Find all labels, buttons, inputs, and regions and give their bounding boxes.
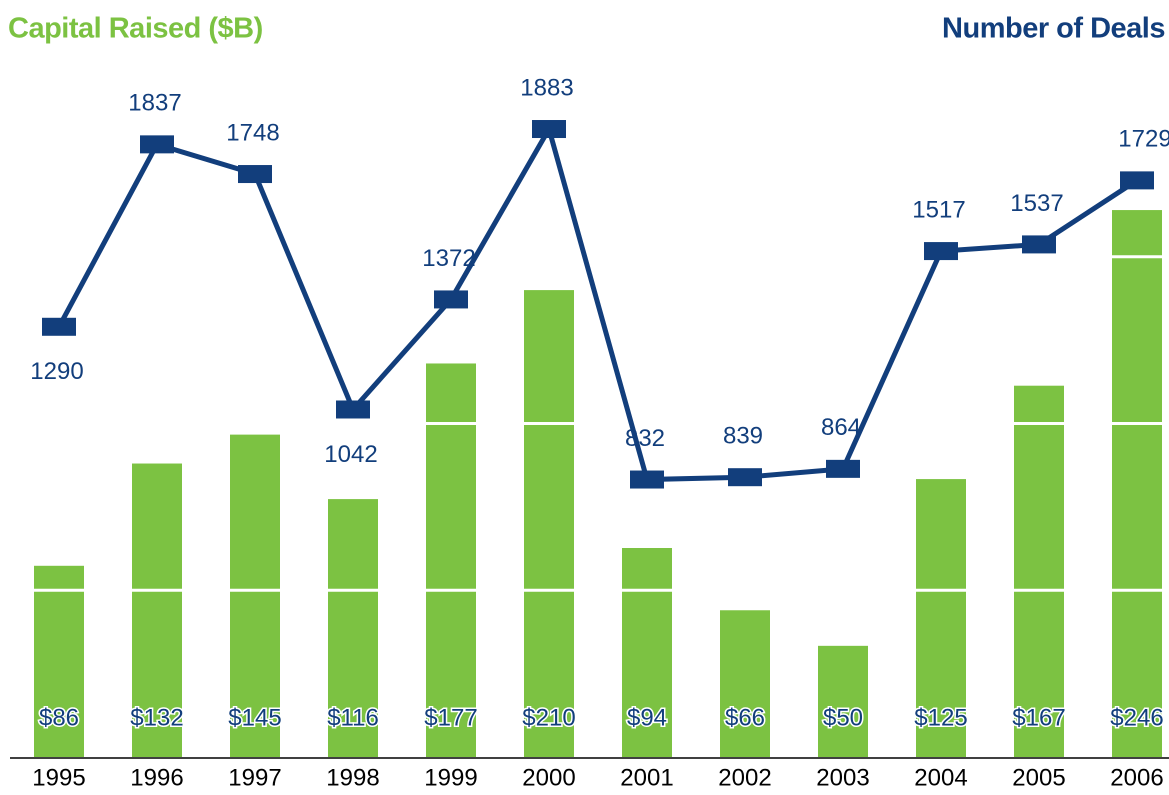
bar-label: $66 bbox=[725, 704, 765, 731]
point-label: 1883 bbox=[520, 74, 573, 101]
line-marker bbox=[434, 290, 468, 309]
x-tick-label: 2004 bbox=[914, 764, 967, 791]
point-label: 1290 bbox=[30, 358, 83, 385]
bar-label: $125 bbox=[914, 704, 967, 731]
bar-label: $50 bbox=[823, 704, 863, 731]
x-tick-label: 2006 bbox=[1110, 764, 1163, 791]
line-marker bbox=[42, 317, 76, 336]
bar-label: $145 bbox=[228, 704, 281, 731]
line-marker bbox=[826, 459, 860, 478]
point-label: 864 bbox=[821, 414, 861, 441]
bar-label: $246 bbox=[1110, 704, 1163, 731]
line-marker bbox=[336, 400, 370, 419]
line-marker bbox=[728, 468, 762, 487]
point-label: 832 bbox=[625, 425, 665, 452]
x-tick-label: 1997 bbox=[228, 764, 281, 791]
point-label: 1837 bbox=[128, 90, 181, 117]
x-tick-label: 1996 bbox=[130, 764, 183, 791]
line-marker bbox=[1120, 171, 1154, 190]
point-label: 1537 bbox=[1010, 190, 1063, 217]
point-label: 1042 bbox=[324, 441, 377, 468]
bar bbox=[1014, 385, 1064, 757]
bar-label: $132 bbox=[130, 704, 183, 731]
x-tick-label: 2002 bbox=[718, 764, 771, 791]
line-marker bbox=[238, 165, 272, 184]
line-marker bbox=[630, 470, 664, 489]
point-label: 1748 bbox=[226, 119, 279, 146]
bar-label: $94 bbox=[627, 704, 667, 731]
bar bbox=[230, 434, 280, 757]
bar bbox=[328, 499, 378, 757]
x-tick-label: 2001 bbox=[620, 764, 673, 791]
bar bbox=[720, 610, 770, 757]
bar-label: $86 bbox=[39, 704, 79, 731]
x-tick-label: 2003 bbox=[816, 764, 869, 791]
bar-label: $210 bbox=[522, 704, 575, 731]
point-label: 839 bbox=[723, 423, 763, 450]
bar bbox=[818, 645, 868, 757]
bar bbox=[426, 363, 476, 757]
x-tick-label: 1995 bbox=[32, 764, 85, 791]
y2-title: Number of Deals bbox=[942, 13, 1165, 45]
x-tick-label: 1999 bbox=[424, 764, 477, 791]
chart-title: Capital Raised ($B) bbox=[8, 13, 263, 45]
bar-label: $167 bbox=[1012, 704, 1065, 731]
bar bbox=[524, 290, 574, 757]
bar bbox=[34, 565, 84, 757]
x-tick-label: 2005 bbox=[1012, 764, 1065, 791]
line-marker bbox=[140, 135, 174, 154]
bar-label: $116 bbox=[327, 704, 379, 731]
line-marker bbox=[1022, 235, 1056, 254]
x-tick-label: 2000 bbox=[522, 764, 575, 791]
point-label: 1372 bbox=[422, 245, 475, 272]
bar bbox=[1112, 210, 1162, 757]
line bbox=[56, 122, 1139, 483]
bar bbox=[622, 548, 672, 757]
x-tick-label: 1998 bbox=[326, 764, 379, 791]
point-label: 1729 bbox=[1118, 126, 1169, 153]
line-marker bbox=[924, 242, 958, 261]
bar-label: $177 bbox=[424, 704, 477, 731]
bar bbox=[132, 463, 182, 757]
bar bbox=[916, 479, 966, 757]
point-label: 1517 bbox=[912, 196, 965, 223]
line-marker bbox=[532, 120, 566, 139]
